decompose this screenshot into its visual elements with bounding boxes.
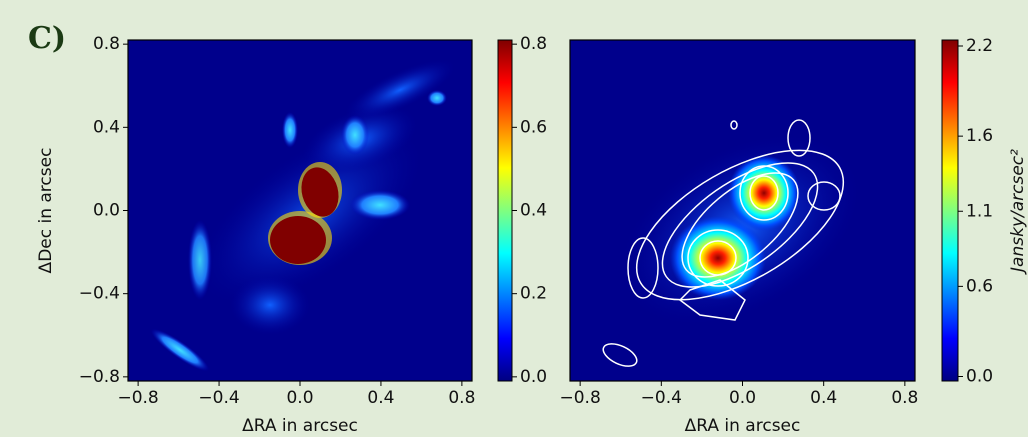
x-tick-label: 0.0 — [286, 388, 313, 408]
colorbar-tick-label: 0.6 — [966, 276, 993, 296]
x-axis-label: ΔRA in arcsec — [685, 416, 801, 436]
panel-label: C) — [28, 21, 66, 56]
x-tick-label: −0.8 — [560, 388, 601, 408]
colorbar — [497, 39, 513, 382]
colorbar-tick-label: 0.6 — [520, 117, 547, 137]
colorbar-tick-label: 0.0 — [966, 366, 993, 386]
x-axis-label: ΔRA in arcsec — [242, 416, 358, 436]
x-tick-label: 0.0 — [729, 388, 756, 408]
colorbar-tick-label: 1.6 — [966, 126, 993, 146]
x-tick-label: −0.4 — [641, 388, 682, 408]
colorbar-tick-label: 0.2 — [520, 284, 547, 304]
colorbar-tick-label: 0.0 — [520, 367, 547, 387]
x-tick-label: −0.4 — [198, 388, 239, 408]
image-right — [570, 40, 915, 381]
colorbar-tick-label: 1.1 — [966, 201, 993, 221]
colorbar-tick-label: 0.8 — [520, 34, 547, 54]
y-tick-label: −0.4 — [79, 284, 120, 304]
colorbar — [941, 39, 959, 382]
colorbar-tick-label: 0.4 — [520, 201, 547, 221]
x-tick-label: 0.8 — [448, 388, 475, 408]
y-axis-label: ΔDec in arcsec — [36, 148, 56, 274]
colorbar-label: Jansky/arcsec² — [1008, 149, 1028, 275]
y-tick-label: −0.8 — [79, 367, 120, 387]
y-tick-label: 0.8 — [93, 34, 120, 54]
x-tick-label: −0.8 — [117, 388, 158, 408]
y-tick-label: 0.4 — [93, 117, 120, 137]
y-tick-label: 0.0 — [93, 201, 120, 221]
x-tick-label: 0.4 — [367, 388, 394, 408]
x-tick-label: 0.4 — [810, 388, 837, 408]
image-left — [128, 40, 472, 381]
colorbar-tick-label: 2.2 — [966, 36, 993, 56]
x-tick-label: 0.8 — [891, 388, 918, 408]
